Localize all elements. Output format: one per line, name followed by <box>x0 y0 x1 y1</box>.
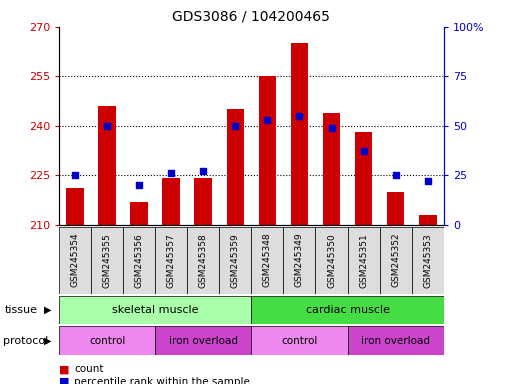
Text: GSM245359: GSM245359 <box>231 233 240 288</box>
Bar <box>411 227 444 294</box>
Bar <box>91 227 123 294</box>
Text: GSM245352: GSM245352 <box>391 233 400 288</box>
Point <box>135 182 143 188</box>
Point <box>71 172 79 178</box>
Bar <box>66 189 84 225</box>
Bar <box>251 296 444 324</box>
Bar <box>251 326 348 355</box>
Point <box>199 168 207 174</box>
Bar <box>315 227 348 294</box>
Text: tissue: tissue <box>5 305 38 315</box>
Bar <box>291 43 308 225</box>
Text: GSM245351: GSM245351 <box>359 233 368 288</box>
Bar <box>59 326 155 355</box>
Bar <box>187 227 220 294</box>
Text: GSM245358: GSM245358 <box>199 233 208 288</box>
Text: skeletal muscle: skeletal muscle <box>112 305 199 315</box>
Text: GSM245354: GSM245354 <box>70 233 80 288</box>
Bar <box>419 215 437 225</box>
Text: ■: ■ <box>59 377 69 384</box>
Text: control: control <box>89 336 125 346</box>
Bar <box>130 202 148 225</box>
Bar <box>251 227 283 294</box>
Point <box>167 170 175 176</box>
Text: protocol: protocol <box>3 336 48 346</box>
Bar <box>387 192 404 225</box>
Text: GSM245355: GSM245355 <box>103 233 112 288</box>
Point <box>263 117 271 123</box>
Text: GSM245357: GSM245357 <box>167 233 176 288</box>
Text: iron overload: iron overload <box>361 336 430 346</box>
Text: GSM245348: GSM245348 <box>263 233 272 288</box>
Bar <box>155 227 187 294</box>
Text: iron overload: iron overload <box>169 336 238 346</box>
Point <box>295 113 304 119</box>
Bar <box>355 132 372 225</box>
Bar <box>380 227 411 294</box>
Text: cardiac muscle: cardiac muscle <box>306 305 389 315</box>
Text: ■: ■ <box>59 364 69 374</box>
Point <box>327 125 336 131</box>
Point <box>231 123 240 129</box>
Text: GSM245349: GSM245349 <box>295 233 304 288</box>
Bar <box>194 179 212 225</box>
Bar <box>348 227 380 294</box>
Text: count: count <box>74 364 104 374</box>
Bar <box>59 227 91 294</box>
Bar <box>155 326 251 355</box>
Bar <box>220 227 251 294</box>
Bar <box>163 179 180 225</box>
Text: ▶: ▶ <box>44 305 51 315</box>
Text: percentile rank within the sample: percentile rank within the sample <box>74 377 250 384</box>
Text: GSM245350: GSM245350 <box>327 233 336 288</box>
Bar <box>348 326 444 355</box>
Text: GSM245356: GSM245356 <box>134 233 144 288</box>
Text: GDS3086 / 104200465: GDS3086 / 104200465 <box>172 10 330 23</box>
Text: ▶: ▶ <box>44 336 51 346</box>
Point <box>103 123 111 129</box>
Bar <box>123 227 155 294</box>
Bar <box>283 227 315 294</box>
Bar <box>259 76 276 225</box>
Bar <box>59 296 251 324</box>
Point <box>360 148 368 154</box>
Bar <box>98 106 116 225</box>
Bar <box>227 109 244 225</box>
Point <box>391 172 400 178</box>
Point <box>424 178 432 184</box>
Text: control: control <box>281 336 318 346</box>
Text: GSM245353: GSM245353 <box>423 233 432 288</box>
Bar <box>323 113 340 225</box>
